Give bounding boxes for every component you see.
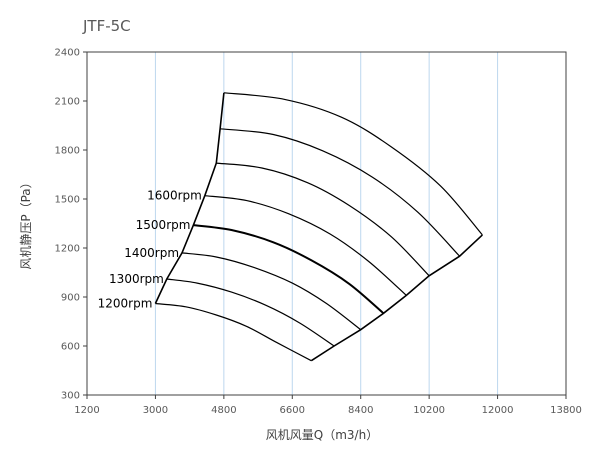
y-tick-label: 2100 [55,97,80,108]
x-tick-label: 1200 [74,405,99,416]
curve-1600rpm [204,195,407,296]
y-tick-label: 2400 [55,48,80,59]
x-tick-label: 10200 [413,405,445,416]
x-axis-title: 风机风量Q（m3/h） [266,428,378,442]
envelope-right-boundary [310,234,483,362]
x-tick-label: 6600 [280,405,305,416]
y-tick-label: 300 [61,391,80,402]
chart-title: JTF-5C [82,17,131,35]
axis-ticks: 1200 3000 4800 6600 8400 10200 12000 13800 300 60… [55,48,582,417]
x-tick-label: 3000 [143,405,168,416]
curves [154,92,483,362]
curve-speed-7 [220,128,461,257]
plot-area-frame [86,51,567,396]
x-tick-label: 12000 [482,405,514,416]
y-tick-label: 1800 [55,146,80,157]
y-tick-label: 1500 [55,195,80,206]
label-1600rpm: 1600rpm [147,189,202,203]
label-1300rpm: 1300rpm [109,272,164,286]
curve-labels: 1200rpm 1300rpm 1400rpm 1500rpm 1600rpm [98,189,202,311]
y-tick-label: 600 [61,342,80,353]
y-tick-label: 900 [61,293,80,304]
curve-1400rpm [181,252,362,331]
x-tick-label: 13800 [550,405,582,416]
label-1500rpm: 1500rpm [136,218,191,232]
y-tick-label: 1200 [55,244,80,255]
label-1400rpm: 1400rpm [124,246,179,260]
curve-speed-6 [216,162,430,277]
envelope-left-boundary [154,92,225,304]
curve-1500rpm [193,224,385,315]
x-tick-label: 4800 [211,405,236,416]
curve-1200rpm [155,302,312,362]
curve-1300rpm [166,278,335,347]
curve-speed-8 [223,92,483,236]
label-1200rpm: 1200rpm [98,297,153,311]
x-tick-label: 8400 [348,405,373,416]
y-axis-title: 风机静压P（Pa） [19,176,33,269]
